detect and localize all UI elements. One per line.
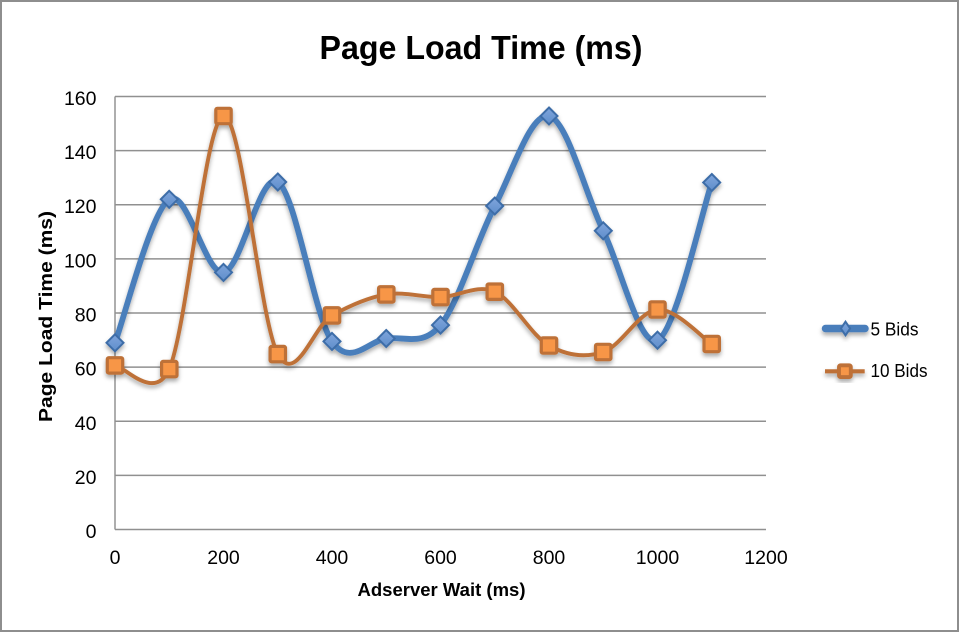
svg-text:10 Bids: 10 Bids <box>871 360 928 381</box>
svg-text:600: 600 <box>424 547 457 569</box>
svg-text:140: 140 <box>64 142 97 164</box>
svg-text:60: 60 <box>75 359 97 381</box>
svg-text:Adserver Wait (ms): Adserver Wait (ms) <box>358 579 526 600</box>
svg-text:800: 800 <box>533 547 566 569</box>
svg-text:80: 80 <box>75 305 97 327</box>
svg-text:1000: 1000 <box>636 547 680 569</box>
svg-text:5 Bids: 5 Bids <box>871 319 919 340</box>
svg-text:Page Load Time (ms): Page Load Time (ms) <box>35 211 56 422</box>
svg-text:200: 200 <box>207 547 240 569</box>
svg-text:400: 400 <box>316 547 349 569</box>
svg-text:Page Load Time (ms): Page Load Time (ms) <box>320 29 643 66</box>
svg-text:40: 40 <box>75 413 97 435</box>
svg-text:160: 160 <box>64 88 97 110</box>
svg-text:0: 0 <box>86 521 97 543</box>
svg-text:20: 20 <box>75 467 97 489</box>
svg-text:100: 100 <box>64 250 97 272</box>
svg-text:1200: 1200 <box>744 547 788 569</box>
svg-text:0: 0 <box>110 547 121 569</box>
svg-text:120: 120 <box>64 196 97 218</box>
